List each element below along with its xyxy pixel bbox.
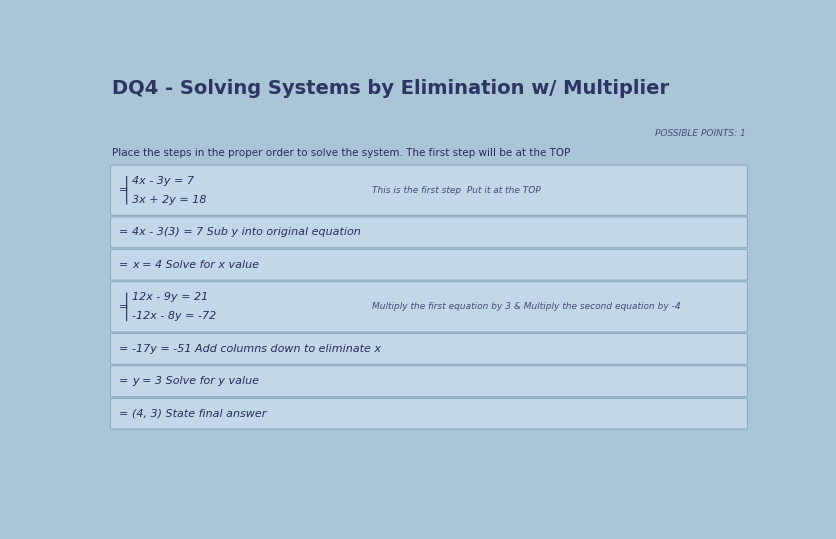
- FancyBboxPatch shape: [110, 366, 747, 397]
- Text: =: =: [119, 302, 128, 312]
- Text: 4x - 3y = 7: 4x - 3y = 7: [132, 176, 194, 185]
- FancyBboxPatch shape: [110, 398, 747, 429]
- Text: DQ4 - Solving Systems by Elimination w/ Multiplier: DQ4 - Solving Systems by Elimination w/ …: [112, 79, 669, 98]
- FancyBboxPatch shape: [110, 334, 747, 364]
- FancyBboxPatch shape: [110, 165, 747, 216]
- Text: x = 4 Solve for x value: x = 4 Solve for x value: [132, 260, 258, 270]
- Text: -12x - 8y = -72: -12x - 8y = -72: [132, 312, 216, 321]
- FancyBboxPatch shape: [110, 250, 747, 280]
- Text: Multiply the first equation by 3 & Multiply the second equation by -4: Multiply the first equation by 3 & Multi…: [371, 302, 680, 312]
- FancyBboxPatch shape: [110, 217, 747, 248]
- Text: 3x + 2y = 18: 3x + 2y = 18: [132, 195, 206, 205]
- Text: y = 3 Solve for y value: y = 3 Solve for y value: [132, 376, 258, 386]
- Text: This is the first step  Put it at the TOP: This is the first step Put it at the TOP: [371, 186, 540, 195]
- Text: 12x - 9y = 21: 12x - 9y = 21: [132, 292, 208, 302]
- Text: =: =: [119, 260, 128, 270]
- Text: 4x - 3(3) = 7 Sub y into original equation: 4x - 3(3) = 7 Sub y into original equati…: [132, 227, 360, 237]
- Text: =: =: [119, 227, 128, 237]
- Text: Place the steps in the proper order to solve the system. The first step will be : Place the steps in the proper order to s…: [112, 148, 570, 158]
- Text: =: =: [119, 344, 128, 354]
- Text: =: =: [119, 376, 128, 386]
- Text: -17y = -51 Add columns down to eliminate x: -17y = -51 Add columns down to eliminate…: [132, 344, 380, 354]
- Text: POSSIBLE POINTS: 1: POSSIBLE POINTS: 1: [654, 129, 745, 138]
- Text: (4, 3) State final answer: (4, 3) State final answer: [132, 409, 266, 419]
- FancyBboxPatch shape: [110, 282, 747, 332]
- Text: =: =: [119, 185, 128, 195]
- Text: =: =: [119, 409, 128, 419]
